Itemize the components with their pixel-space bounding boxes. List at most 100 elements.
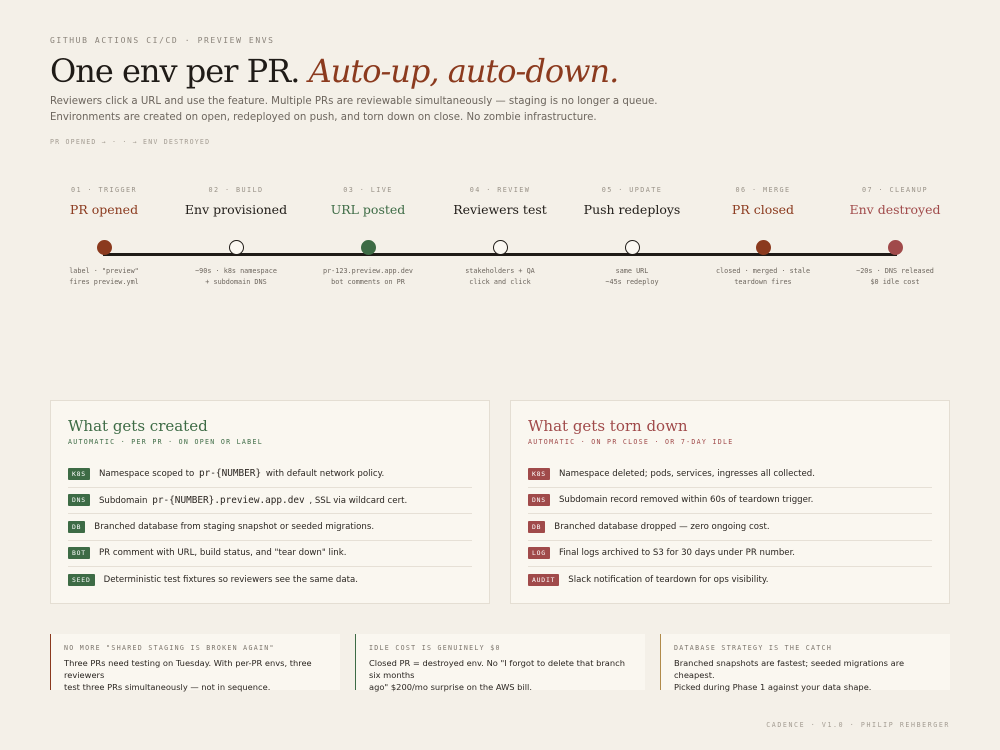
stage-note: ~20s · DNS released $0 idle cost bbox=[825, 266, 965, 288]
item-text-pre: Branched database from staging snapshot … bbox=[94, 521, 375, 532]
callout-line: test three PRs simultaneously — not in s… bbox=[64, 682, 271, 693]
stage-note-line: stakeholders + QA bbox=[465, 267, 535, 275]
stage-number: 01 · TRIGGER bbox=[71, 186, 137, 194]
created-list: K8S Namespace scoped to pr-{NUMBER} with … bbox=[68, 461, 472, 594]
list-item: SEED Deterministic test fixtures so revie… bbox=[68, 567, 472, 594]
timeline-stage: 05 · UPDATE Push redeploys same URL ~45s re… bbox=[562, 186, 702, 288]
stage-dot-icon bbox=[96, 240, 112, 255]
stage-note-line: fires preview.yml bbox=[69, 278, 139, 286]
callout-heading: IDLE COST IS GENUINELY $0 bbox=[369, 644, 501, 652]
stage-note-line: + subdomain DNS bbox=[205, 278, 267, 286]
item-text: Subdomain record removed within 60s of t… bbox=[559, 495, 813, 505]
stage-note-line: ~45s redeploy bbox=[605, 278, 659, 286]
stage-dot-icon bbox=[887, 240, 903, 255]
stage-note: pr-123.preview.app.dev bot comments on PR bbox=[298, 266, 438, 288]
list-item: DNS Subdomain record removed within 60s o… bbox=[528, 488, 932, 514]
stage-note: closed · merged · stale teardown fires bbox=[693, 266, 833, 288]
callout-card: DATABASE STRATEGY IS THE CATCH Branched s… bbox=[660, 634, 950, 692]
callout-line: Branched snapshots are fastest; seeded m… bbox=[674, 658, 905, 681]
timeline-stage: 03 · LIVE URL posted pr-123.preview.app.de… bbox=[298, 186, 438, 288]
item-text: Namespace deleted; pods, services, ingre… bbox=[559, 469, 815, 479]
item-text-pre: Subdomain record removed within 60s of t… bbox=[558, 495, 814, 506]
page-title: One env per PR. Auto-up, auto-down. bbox=[50, 52, 620, 90]
stage-title: Reviewers test bbox=[453, 202, 547, 217]
item-text-pre: Final logs archived to S3 for 30 days un… bbox=[558, 548, 796, 559]
stage-dot-icon bbox=[492, 240, 508, 255]
item-text: Final logs archived to S3 for 30 days un… bbox=[559, 548, 795, 558]
stage-title: Env destroyed bbox=[849, 202, 941, 217]
stage-note-line: click and click bbox=[469, 278, 531, 286]
item-text-post: with default network policy. bbox=[265, 469, 385, 480]
stage-number: 04 · REVIEW bbox=[469, 186, 531, 194]
stage-number: 07 · CLEANUP bbox=[862, 186, 928, 194]
item-tag-badge: BOT bbox=[68, 547, 90, 560]
callout-line: Closed PR = destroyed env. No "I forgot … bbox=[369, 658, 625, 681]
item-text: Branched database from staging snapshot … bbox=[94, 522, 374, 532]
stage-note-line: label · "preview" bbox=[69, 267, 139, 275]
callout-line: Picked during Phase 1 against your data … bbox=[674, 682, 872, 693]
list-item: K8S Namespace scoped to pr-{NUMBER} with … bbox=[68, 461, 472, 488]
item-text: Branched database dropped — zero ongoing… bbox=[554, 522, 769, 532]
item-text-pre: Subdomain bbox=[98, 495, 148, 506]
eyebrow: GITHUB ACTIONS CI/CD · PREVIEW ENVS bbox=[50, 36, 275, 45]
item-text-pre: Slack notification of teardown for ops v… bbox=[568, 575, 769, 586]
subtitle-line-1: Reviewers click a URL and use the featur… bbox=[50, 96, 658, 107]
stage-note-line: same URL bbox=[615, 267, 649, 275]
stage-number: 05 · UPDATE bbox=[601, 186, 663, 194]
flow-hint: PR OPENED → · · → ENV DESTROYED bbox=[50, 138, 211, 146]
stage-number: 02 · BUILD bbox=[208, 186, 264, 194]
stage-note-line: $0 idle cost bbox=[870, 278, 920, 286]
subtitle-line-2: Environments are created on open, redepl… bbox=[50, 111, 597, 123]
item-text: PR comment with URL, build status, and "… bbox=[99, 548, 347, 558]
item-tag-badge: DNS bbox=[528, 494, 550, 507]
stage-note: same URL ~45s redeploy bbox=[562, 266, 702, 288]
stage-number: 03 · LIVE bbox=[343, 186, 393, 194]
stage-number: 06 · MERGE bbox=[735, 186, 791, 194]
stage-dot-icon bbox=[755, 240, 771, 255]
item-code: pr-{NUMBER} bbox=[199, 468, 262, 480]
item-tag-badge: K8S bbox=[68, 467, 90, 480]
callout-body: Branched snapshots are fastest; seeded m… bbox=[674, 657, 937, 694]
torn-card-subtitle: AUTOMATIC · ON PR CLOSE · OR 7-DAY IDLE bbox=[528, 438, 734, 446]
timeline-stage: 01 · TRIGGER PR opened label · "preview" fi… bbox=[34, 186, 174, 288]
stage-note-line: bot comments on PR bbox=[331, 278, 405, 286]
list-item: K8S Namespace deleted; pods, services, in… bbox=[528, 461, 932, 488]
page-subtitle: Reviewers click a URL and use the featur… bbox=[50, 94, 658, 125]
timeline-stage: 07 · CLEANUP Env destroyed ~20s · DNS rele… bbox=[825, 186, 965, 288]
item-tag-badge: SEED bbox=[68, 574, 95, 587]
created-card-title: What gets created bbox=[68, 417, 208, 435]
item-text: Namespace scoped to pr-{NUMBER} with def… bbox=[99, 468, 384, 479]
item-text-pre: Namespace deleted; pods, services, ingre… bbox=[558, 468, 815, 479]
title-accent: Auto-up, auto-down. bbox=[308, 52, 620, 90]
stage-dot-icon bbox=[624, 240, 640, 255]
created-card: What gets created AUTOMATIC · PER PR · O… bbox=[50, 400, 490, 604]
item-text: Deterministic test fixtures so reviewers… bbox=[104, 575, 358, 585]
item-text-pre: Namespace scoped to bbox=[98, 469, 195, 480]
list-item: DB Branched database from staging snapsho… bbox=[68, 514, 472, 541]
callout-line: ago" $200/mo surprise on the AWS bill. bbox=[369, 682, 533, 693]
torn-list: K8S Namespace deleted; pods, services, in… bbox=[528, 461, 932, 594]
stage-title: Env provisioned bbox=[184, 202, 288, 217]
stage-note-line: closed · merged · stale bbox=[715, 267, 811, 275]
callout-body: Closed PR = destroyed env. No "I forgot … bbox=[369, 657, 632, 694]
list-item: AUDIT Slack notification of teardown for … bbox=[528, 567, 932, 594]
timeline-stage: 02 · BUILD Env provisioned ~90s · k8s name… bbox=[166, 186, 306, 288]
callout-body: Three PRs need testing on Tuesday. With … bbox=[64, 657, 327, 694]
item-tag-badge: K8S bbox=[528, 467, 550, 480]
item-text: Slack notification of teardown for ops v… bbox=[568, 575, 768, 585]
timeline-stage: 06 · MERGE PR closed closed · merged · sta… bbox=[693, 186, 833, 288]
callout-line: Three PRs need testing on Tuesday. With … bbox=[64, 658, 312, 681]
stage-note-line: ~90s · k8s namespace bbox=[195, 267, 277, 275]
stage-note: label · "preview" fires preview.yml bbox=[34, 266, 174, 288]
created-card-subtitle: AUTOMATIC · PER PR · ON OPEN OR LABEL bbox=[68, 438, 263, 446]
list-item: DNS Subdomain pr-{NUMBER}.preview.app.dev… bbox=[68, 488, 472, 514]
stage-title: URL posted bbox=[330, 202, 406, 217]
item-text-post: , SSL via wildcard cert. bbox=[309, 495, 408, 506]
item-tag-badge: LOG bbox=[528, 547, 550, 560]
item-tag-badge: DB bbox=[528, 520, 546, 533]
callout-heading: NO MORE "SHARED STAGING IS BROKEN AGAIN" bbox=[64, 644, 275, 652]
stage-note-line: pr-123.preview.app.dev bbox=[322, 267, 414, 275]
title-main: One env per PR. bbox=[50, 52, 300, 90]
torn-card: What gets torn down AUTOMATIC · ON PR CL… bbox=[510, 400, 950, 604]
stage-dot-icon bbox=[360, 240, 376, 255]
